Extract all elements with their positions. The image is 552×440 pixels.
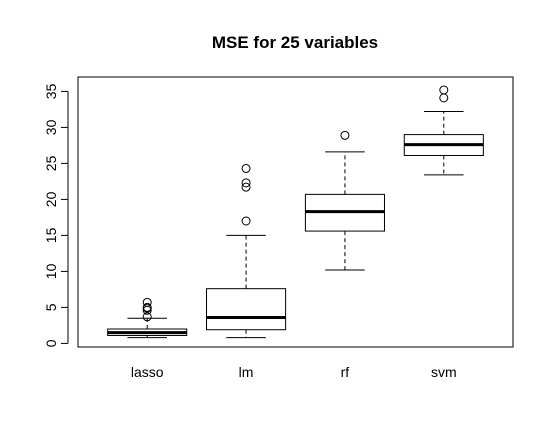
box-rf (304, 130, 385, 271)
box-svm (403, 85, 484, 176)
y-tick-label: 20 (43, 191, 59, 207)
outlier-point (142, 302, 152, 312)
outlier-point (241, 178, 251, 188)
y-tick-label: 10 (43, 263, 59, 279)
outlier-point (340, 130, 350, 140)
y-tick-label: 15 (43, 227, 59, 243)
box-lm (206, 163, 287, 339)
axes: 0 5 10 15 20 25 30 35 lasso lm rf svm (43, 76, 514, 380)
box-iqr (206, 288, 287, 331)
chart-title: MSE for 25 variables (212, 33, 378, 52)
x-tick-label: lm (239, 364, 254, 380)
y-tick-label: 5 (43, 303, 59, 311)
y-tick-label: 0 (43, 339, 59, 347)
outlier-point (142, 297, 152, 307)
y-tick-label: 35 (43, 83, 59, 99)
outlier-point (241, 216, 251, 226)
boxes (107, 85, 484, 339)
outlier-point (241, 163, 251, 173)
y-tick-label: 25 (43, 155, 59, 171)
outlier-point (142, 312, 152, 322)
outlier-point (241, 182, 251, 192)
box-lasso (107, 297, 188, 339)
outlier-point (439, 85, 449, 95)
outlier-point (439, 93, 449, 103)
x-tick-label: svm (431, 364, 457, 380)
x-tick-label: rf (341, 364, 350, 380)
y-tick-label: 30 (43, 119, 59, 135)
x-tick-label: lasso (131, 364, 164, 380)
plot-frame (77, 76, 514, 348)
